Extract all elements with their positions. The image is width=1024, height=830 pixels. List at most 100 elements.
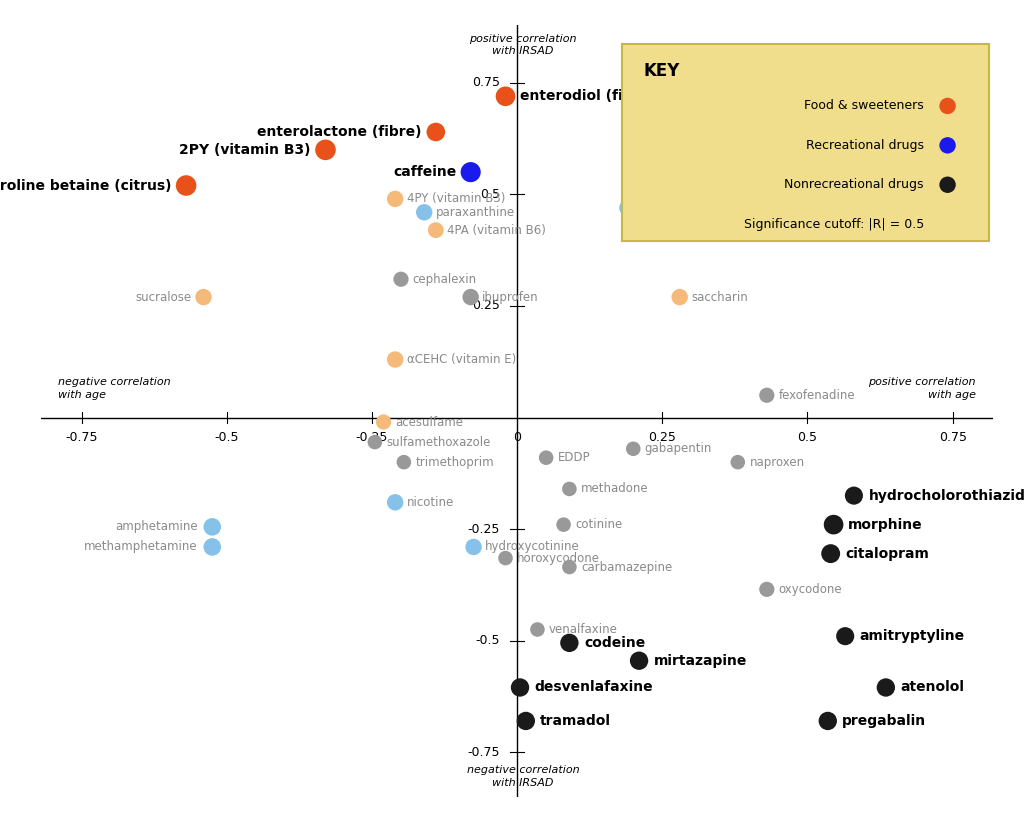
Text: enterodiol (fibre): enterodiol (fibre) bbox=[520, 90, 655, 103]
Point bbox=[518, 715, 535, 728]
Text: positive correlation
with IRSAD: positive correlation with IRSAD bbox=[469, 34, 577, 56]
Text: ibuprofen: ibuprofen bbox=[482, 290, 539, 304]
Point bbox=[561, 560, 578, 574]
Point bbox=[837, 629, 853, 642]
Text: 0.5: 0.5 bbox=[798, 431, 817, 444]
Text: acesulfame: acesulfame bbox=[395, 416, 463, 428]
Text: sulfamethoxazole: sulfamethoxazole bbox=[386, 436, 490, 448]
Text: negative correlation
with age: negative correlation with age bbox=[58, 378, 171, 400]
Text: 2PY (vitamin B3): 2PY (vitamin B3) bbox=[179, 143, 311, 157]
Point bbox=[672, 290, 688, 304]
Text: cephalexin: cephalexin bbox=[413, 273, 477, 286]
Text: methadone: methadone bbox=[581, 482, 648, 496]
Text: enterolactone (fibre): enterolactone (fibre) bbox=[257, 125, 421, 139]
Text: amphetamine: amphetamine bbox=[115, 520, 198, 534]
Text: nicotine: nicotine bbox=[407, 496, 454, 509]
Text: αCEHC (vitamin E): αCEHC (vitamin E) bbox=[407, 353, 516, 366]
Text: 4PY (vitamin B3): 4PY (vitamin B3) bbox=[407, 193, 505, 205]
Text: KEY: KEY bbox=[644, 62, 680, 80]
Text: 0.75: 0.75 bbox=[472, 76, 500, 90]
Point bbox=[561, 482, 578, 496]
Text: atenolol: atenolol bbox=[900, 681, 965, 695]
Text: pregabalin: pregabalin bbox=[843, 714, 927, 728]
Point bbox=[529, 622, 546, 636]
Point bbox=[463, 165, 479, 178]
Point bbox=[393, 272, 410, 286]
Point bbox=[416, 206, 432, 219]
Point bbox=[395, 456, 412, 469]
Text: trimethoprim: trimethoprim bbox=[416, 456, 495, 469]
Text: oxycodone: oxycodone bbox=[778, 583, 842, 596]
Text: -0.25: -0.25 bbox=[355, 431, 388, 444]
Point bbox=[825, 518, 842, 531]
Text: -0.5: -0.5 bbox=[215, 431, 239, 444]
Point bbox=[538, 451, 554, 464]
Text: cetirizine: cetirizine bbox=[778, 188, 833, 201]
Text: proline betaine (citrus): proline betaine (citrus) bbox=[0, 178, 172, 193]
Text: amitryptyline: amitryptyline bbox=[860, 629, 965, 643]
FancyBboxPatch shape bbox=[622, 44, 988, 241]
Text: Food & sweeteners: Food & sweeteners bbox=[804, 100, 924, 112]
Text: negative correlation
with IRSAD: negative correlation with IRSAD bbox=[467, 765, 580, 788]
Text: citalopram: citalopram bbox=[845, 547, 929, 560]
Point bbox=[625, 442, 641, 456]
Text: sucralose: sucralose bbox=[136, 290, 191, 304]
Point bbox=[387, 353, 403, 366]
Text: 0.75: 0.75 bbox=[939, 431, 967, 444]
Text: carbamazepine: carbamazepine bbox=[581, 560, 672, 574]
Point bbox=[387, 193, 403, 206]
Point bbox=[367, 436, 383, 449]
Point bbox=[428, 223, 444, 237]
Text: cotinine: cotinine bbox=[575, 518, 623, 531]
Text: methamphetamine: methamphetamine bbox=[84, 540, 198, 554]
Text: 0.25: 0.25 bbox=[648, 431, 676, 444]
Point bbox=[204, 540, 220, 554]
Text: Recreational drugs: Recreational drugs bbox=[806, 139, 924, 152]
Text: 0: 0 bbox=[513, 431, 521, 444]
Point bbox=[196, 290, 212, 304]
Point bbox=[759, 583, 775, 596]
Point bbox=[729, 456, 745, 469]
Point bbox=[631, 654, 647, 667]
Text: 0.5: 0.5 bbox=[479, 188, 500, 201]
Point bbox=[498, 551, 514, 564]
Point bbox=[317, 144, 334, 157]
Text: hydroxycotinine: hydroxycotinine bbox=[485, 540, 580, 554]
Text: paraxanthine: paraxanthine bbox=[436, 206, 515, 219]
Point bbox=[846, 489, 862, 502]
Point bbox=[204, 520, 220, 534]
Point bbox=[819, 715, 836, 728]
Point bbox=[822, 547, 839, 560]
Text: -0.5: -0.5 bbox=[475, 634, 500, 647]
Text: -0.75: -0.75 bbox=[66, 431, 98, 444]
Text: venalfaxine: venalfaxine bbox=[549, 623, 617, 636]
Text: naproxen: naproxen bbox=[750, 456, 805, 469]
Text: fexofenadine: fexofenadine bbox=[778, 388, 855, 402]
Text: caffeine: caffeine bbox=[393, 165, 456, 179]
Point bbox=[463, 290, 479, 304]
Text: horoxycodone: horoxycodone bbox=[517, 552, 600, 564]
Text: -0.75: -0.75 bbox=[467, 745, 500, 759]
Text: Significance cutoff: |R| = 0.5: Significance cutoff: |R| = 0.5 bbox=[743, 217, 924, 231]
Point bbox=[620, 201, 636, 214]
Text: morphine: morphine bbox=[848, 518, 923, 532]
Text: desvenlafaxine: desvenlafaxine bbox=[535, 681, 653, 695]
Point bbox=[178, 179, 195, 193]
Text: 0.25: 0.25 bbox=[472, 300, 500, 313]
Text: 4PA (vitamin B6): 4PA (vitamin B6) bbox=[447, 223, 547, 237]
Point bbox=[759, 188, 775, 201]
Text: Nonrecreational drugs: Nonrecreational drugs bbox=[784, 178, 924, 191]
Point bbox=[498, 90, 514, 103]
Point bbox=[512, 681, 528, 694]
Point bbox=[555, 518, 571, 531]
Text: gabapentin: gabapentin bbox=[645, 442, 713, 456]
Text: EDDP: EDDP bbox=[558, 452, 591, 464]
Text: saccharin: saccharin bbox=[691, 290, 749, 304]
Point bbox=[759, 388, 775, 402]
Point bbox=[376, 415, 392, 428]
Point bbox=[465, 540, 481, 554]
Text: tramadol: tramadol bbox=[541, 714, 611, 728]
Text: hydrocholorothiazide: hydrocholorothiazide bbox=[868, 489, 1024, 503]
Text: ethyl sulfate (alcohol): ethyl sulfate (alcohol) bbox=[639, 202, 768, 214]
Text: mirtazapine: mirtazapine bbox=[653, 654, 746, 667]
